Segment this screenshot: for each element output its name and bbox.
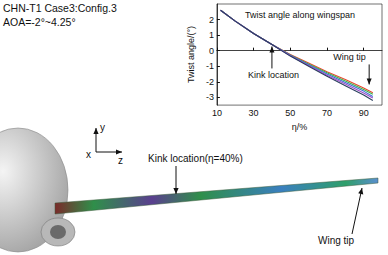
svg-text:2: 2 — [209, 15, 214, 25]
svg-text:10: 10 — [212, 108, 222, 118]
svg-text:Kink location(η=40%): Kink location(η=40%) — [148, 153, 243, 164]
svg-text:CHN-T1 Case3:Config.3: CHN-T1 Case3:Config.3 — [3, 2, 117, 14]
svg-text:Wing tip: Wing tip — [318, 235, 355, 246]
svg-text:30: 30 — [249, 108, 259, 118]
svg-text:-2: -2 — [206, 77, 214, 87]
svg-text:η/%: η/% — [292, 122, 308, 132]
svg-text:Kink location: Kink location — [248, 70, 299, 80]
svg-text:z: z — [118, 155, 123, 166]
svg-text:AOA=-2°~4.25°: AOA=-2°~4.25° — [3, 16, 76, 28]
svg-text:Twist angle/(°): Twist angle/(°) — [186, 26, 196, 83]
svg-text:0: 0 — [209, 46, 214, 56]
svg-text:Wing tip: Wing tip — [333, 52, 366, 62]
svg-text:y: y — [100, 122, 105, 133]
svg-text:50: 50 — [285, 108, 295, 118]
svg-text:70: 70 — [322, 108, 332, 118]
svg-text:-3: -3 — [206, 92, 214, 102]
svg-text:-1: -1 — [206, 61, 214, 71]
svg-text:90: 90 — [359, 108, 369, 118]
svg-text:1: 1 — [209, 30, 214, 40]
svg-text:Twist angle along wingspan: Twist angle along wingspan — [245, 10, 355, 20]
svg-text:x: x — [86, 149, 91, 160]
